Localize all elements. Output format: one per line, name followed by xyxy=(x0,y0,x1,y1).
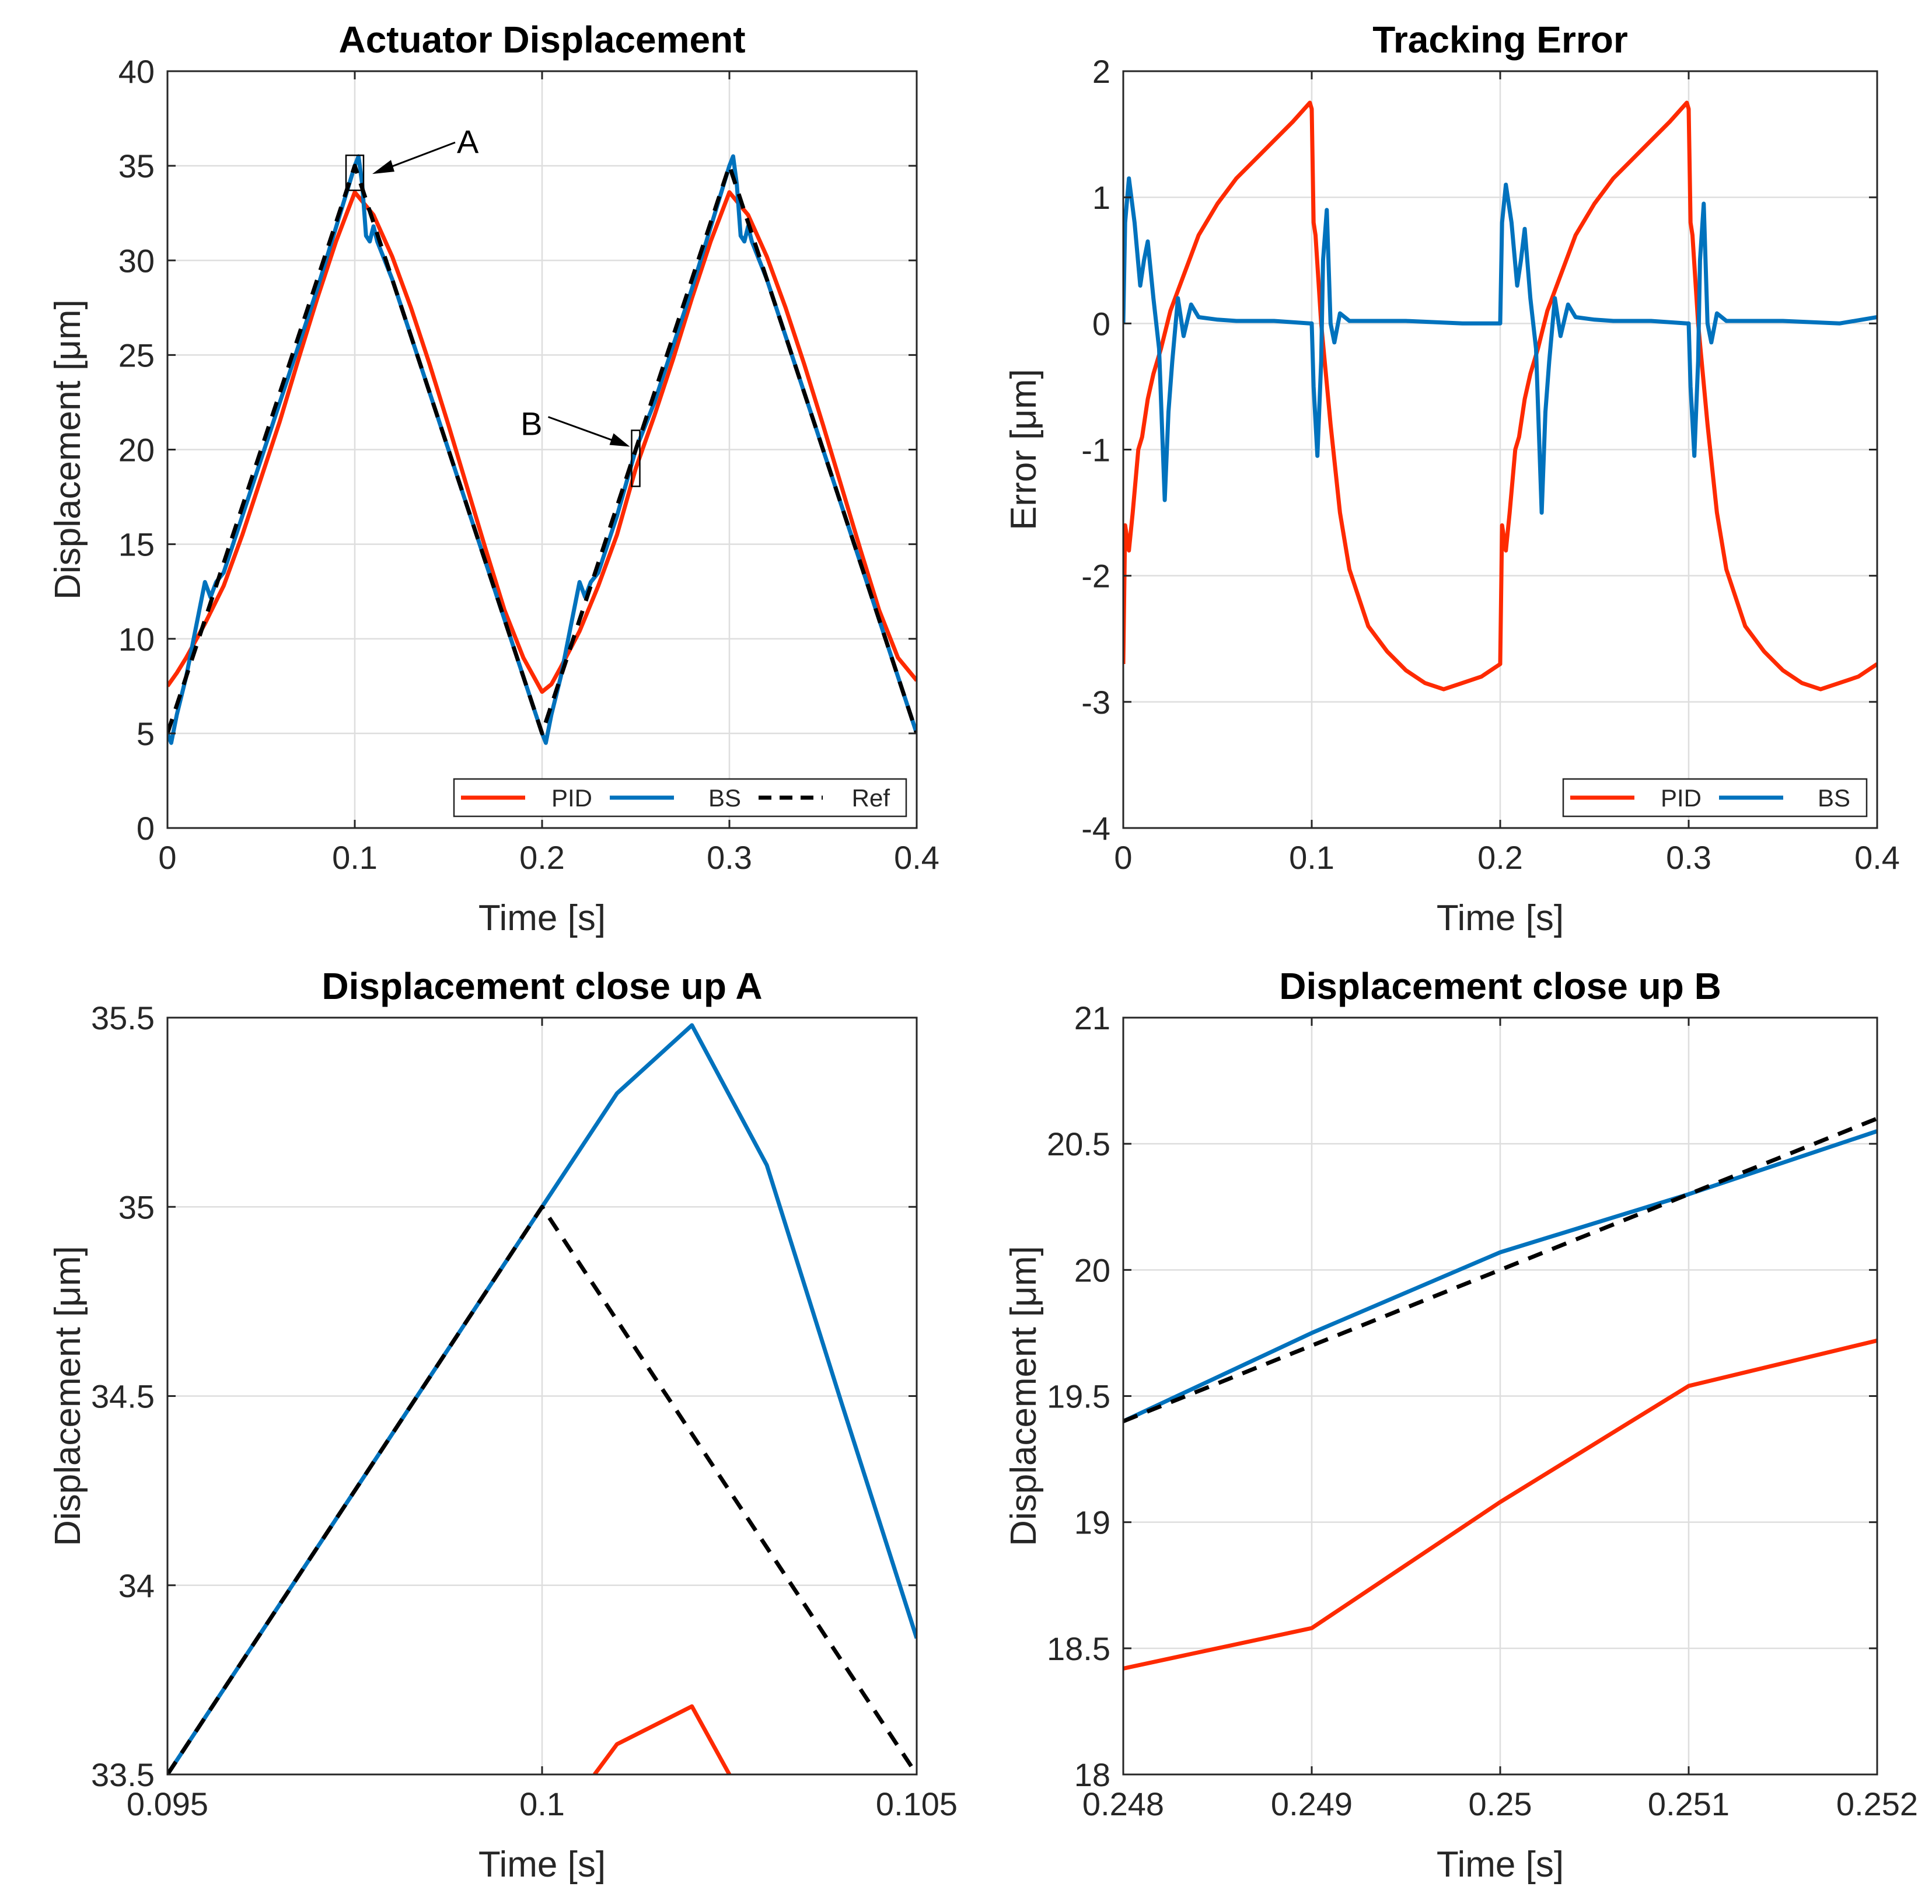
y-tick-label: -1 xyxy=(1081,432,1110,469)
series-pid-line xyxy=(1123,100,1877,691)
y-axis-label: Displacement [μm] xyxy=(48,1246,88,1546)
series-pid-line xyxy=(1123,1338,1877,1671)
x-axis-label: Time [s] xyxy=(1437,898,1564,938)
x-tick-label: 0.252 xyxy=(1836,1786,1918,1822)
y-axis-label: Displacement [μm] xyxy=(1004,1246,1044,1546)
y-tick-label: 40 xyxy=(118,53,155,90)
x-tick-label: 0.105 xyxy=(876,1786,958,1822)
chart-title: Tracking Error xyxy=(1372,19,1628,61)
series-pid-line xyxy=(167,190,917,694)
y-tick-label: 35.5 xyxy=(91,1000,155,1036)
y-tick-label: 30 xyxy=(118,242,155,279)
x-tick-label: 0.3 xyxy=(1666,839,1711,876)
y-tick-label: 18.5 xyxy=(1047,1630,1110,1667)
x-tick-label: 0.248 xyxy=(1082,1786,1164,1822)
panel-closeup-a: 0.095 0.1 0.105 33.5 34 34.5 35 35.5 Displacemen… xyxy=(48,965,958,1885)
x-axis-label: Time [s] xyxy=(478,1844,606,1885)
annotation-label-b: B xyxy=(520,406,542,442)
panel-closeup-b: 0.248 0.249 0.25 0.251 0.252 18 18.5 19 19.5 20 20… xyxy=(1004,965,1918,1885)
arrow-head-icon xyxy=(372,160,394,174)
annotation-b: B xyxy=(520,406,641,487)
y-tick-label: 25 xyxy=(118,337,155,373)
x-tick-label: 0.249 xyxy=(1271,1786,1353,1822)
y-tick-label: 10 xyxy=(118,621,155,658)
y-tick-label: 19.5 xyxy=(1047,1378,1110,1415)
panel-actuator-displacement: 0 0.1 0.2 0.3 0.4 0 5 10 15 20 25 30 35 40 Actuator Di… xyxy=(48,19,939,938)
x-tick-label: 0.1 xyxy=(519,1786,565,1822)
series-pid-line xyxy=(593,1704,732,1774)
legend-box xyxy=(453,778,907,818)
series-bs-line xyxy=(1123,1129,1877,1423)
y-tick-label: -3 xyxy=(1081,684,1110,721)
y-tick-label: 0 xyxy=(137,810,155,847)
y-tick-label: 35 xyxy=(118,148,155,184)
x-tick-label: 0 xyxy=(1114,839,1132,876)
series-ref-line xyxy=(167,1204,917,1774)
x-tick-label: 0.1 xyxy=(332,839,378,876)
x-tick-label: 0.2 xyxy=(1477,839,1523,876)
annotation-label-a: A xyxy=(457,123,479,160)
legend-label-bs: BS xyxy=(1818,784,1850,812)
arrow-head-icon xyxy=(609,433,630,447)
y-tick-label: 15 xyxy=(118,526,155,563)
x-tick-label: 0.095 xyxy=(127,1786,208,1822)
x-tick-label: 0.3 xyxy=(707,839,752,876)
x-tick-label: 0.4 xyxy=(1854,839,1900,876)
series-bs-line xyxy=(1123,176,1877,515)
y-tick-label: 20 xyxy=(1074,1252,1110,1288)
legend-label-pid: PID xyxy=(551,784,592,812)
y-tick-label: 34.5 xyxy=(91,1378,155,1415)
series-ref-line xyxy=(1123,1116,1877,1423)
y-tick-label: 34 xyxy=(118,1567,155,1604)
y-axis-label: Error [μm] xyxy=(1004,369,1044,530)
y-tick-label: 2 xyxy=(1092,53,1110,90)
y-tick-label: 35 xyxy=(118,1189,155,1225)
y-tick-label: 33.5 xyxy=(91,1756,155,1793)
series-bs-line xyxy=(167,154,917,745)
x-tick-label: 0.2 xyxy=(519,839,565,876)
x-axis-label: Time [s] xyxy=(478,898,606,938)
x-tick-label: 0.251 xyxy=(1648,1786,1730,1822)
closeup-box-a xyxy=(345,154,365,191)
y-tick-label: 18 xyxy=(1074,1756,1110,1793)
panel-tracking-error: 0 0.1 0.2 0.3 0.4 -4 -3 -2 -1 0 1 2 Tracking Error Ti… xyxy=(1004,19,1900,938)
x-tick-label: 0.1 xyxy=(1289,839,1334,876)
chart-title: Displacement close up B xyxy=(1279,965,1721,1007)
y-tick-label: 5 xyxy=(137,715,155,752)
y-tick-label: 1 xyxy=(1092,179,1110,216)
chart-title: Actuator Displacement xyxy=(338,19,745,61)
legend: PID BS Ref xyxy=(453,778,907,818)
y-tick-label: 0 xyxy=(1092,305,1110,342)
legend: PID BS xyxy=(1562,778,1868,818)
y-tick-label: 20.5 xyxy=(1047,1126,1110,1162)
x-tick-label: 0.4 xyxy=(894,839,939,876)
y-axis-label: Displacement [μm] xyxy=(48,299,88,600)
y-tick-label: -4 xyxy=(1081,810,1110,847)
legend-label-pid: PID xyxy=(1661,784,1702,812)
x-tick-label: 0 xyxy=(158,839,176,876)
x-tick-label: 0.25 xyxy=(1469,1786,1532,1822)
annotation-a: A xyxy=(345,123,479,191)
y-tick-label: -2 xyxy=(1081,558,1110,595)
series-ref-line xyxy=(167,163,917,736)
closeup-box-b xyxy=(631,429,641,487)
legend-label-ref: Ref xyxy=(852,784,890,812)
y-tick-label: 19 xyxy=(1074,1504,1110,1541)
chart-title: Displacement close up A xyxy=(322,965,762,1007)
y-tick-label: 20 xyxy=(118,432,155,469)
legend-label-bs: BS xyxy=(708,784,741,812)
x-axis-label: Time [s] xyxy=(1437,1844,1564,1885)
y-tick-label: 21 xyxy=(1074,1000,1110,1036)
